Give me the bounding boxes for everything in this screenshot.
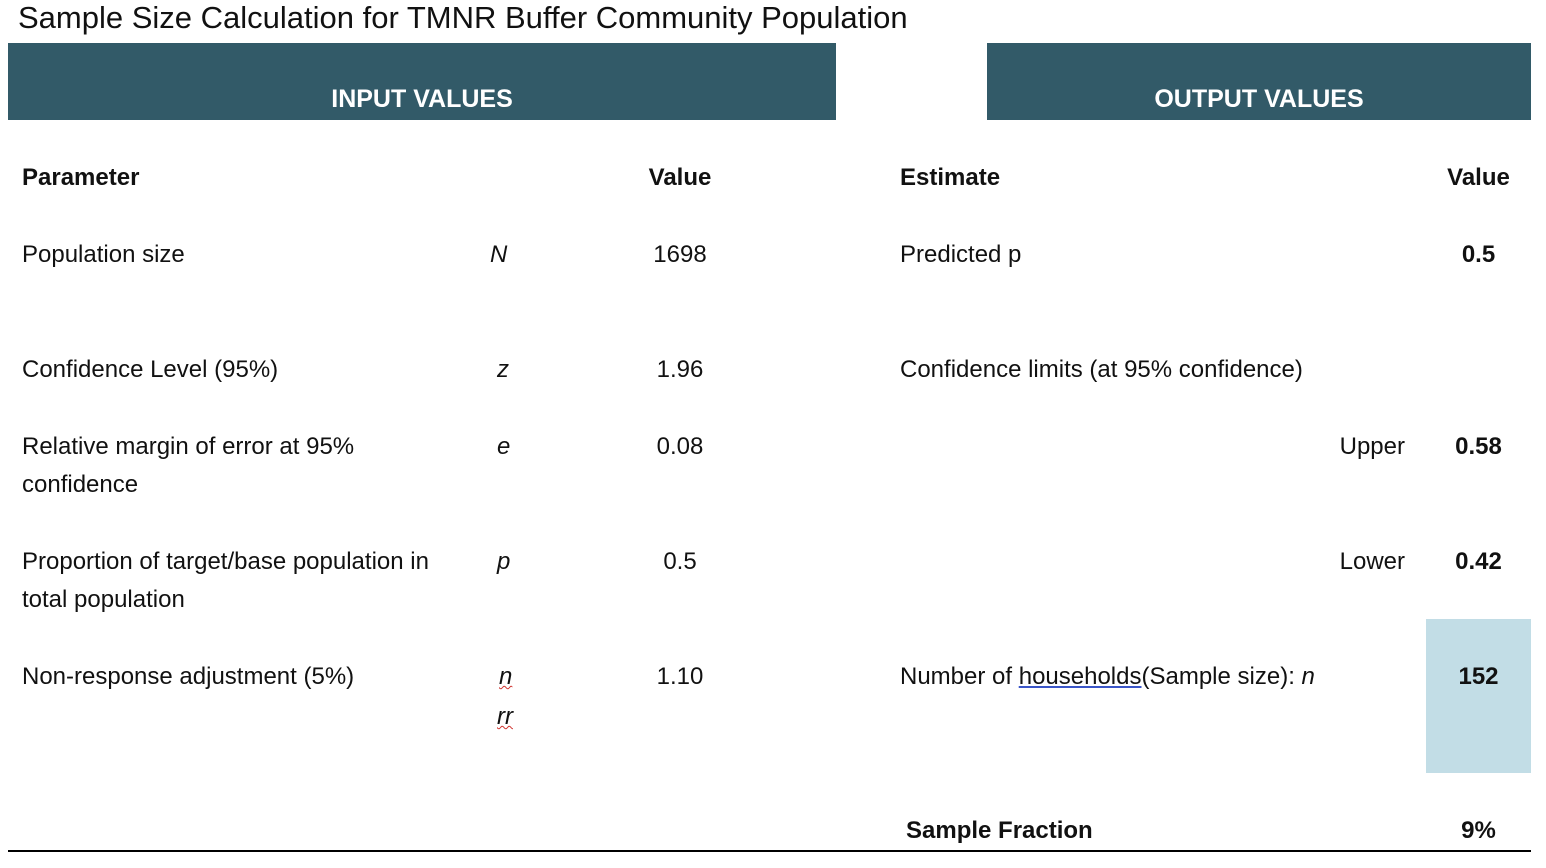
- param-population-size-label: Population size: [22, 241, 185, 268]
- param-margin-of-error-symbol: e: [497, 433, 511, 460]
- households-symbol: n: [1301, 663, 1315, 690]
- param-proportion-label: Proportion of target/base population in …: [22, 548, 429, 613]
- param-population-size-value[interactable]: 1698: [653, 241, 707, 268]
- sample-size-highlight-cell: [1426, 619, 1531, 773]
- param-margin-of-error-label: Relative margin of error at 95% confiden…: [22, 433, 355, 498]
- param-non-response-label: Non-response adjustment (5%): [22, 663, 355, 690]
- input-values-header: INPUT VALUES: [8, 43, 836, 120]
- lower-limit-label: Lower: [1339, 548, 1405, 575]
- input-value-column-header: Value: [648, 164, 712, 191]
- sample-size-value: 152: [1458, 663, 1499, 690]
- lower-limit-value: 0.42: [1455, 548, 1502, 575]
- sample-fraction-label: Sample Fraction: [906, 817, 1093, 844]
- households-prefix: Number of: [900, 663, 1019, 690]
- param-non-response-symbol-line2: rr: [497, 703, 513, 730]
- estimate-column-header: Estimate: [900, 164, 1001, 191]
- param-proportion-value[interactable]: 0.5: [663, 548, 697, 575]
- param-non-response-value[interactable]: 1.10: [656, 663, 704, 690]
- confidence-limits-label: Confidence limits (at 95% confidence): [900, 356, 1303, 383]
- output-values-header: OUTPUT VALUES: [987, 43, 1531, 120]
- households-label: Number of households(Sample size): n: [900, 658, 1315, 696]
- page-title: Sample Size Calculation for TMNR Buffer …: [18, 0, 908, 35]
- param-non-response-symbol-line1: n: [499, 663, 513, 690]
- param-confidence-level-symbol: z: [497, 356, 509, 383]
- predicted-p-value: 0.5: [1461, 241, 1496, 268]
- sample-fraction-value: 9%: [1461, 817, 1496, 844]
- param-confidence-level-value[interactable]: 1.96: [656, 356, 704, 383]
- parameter-column-header: Parameter: [22, 164, 140, 191]
- upper-limit-value: 0.58: [1455, 433, 1502, 460]
- output-value-column-header: Value: [1447, 164, 1510, 191]
- param-margin-of-error-value[interactable]: 0.08: [656, 433, 704, 460]
- upper-limit-label: Upper: [1339, 433, 1405, 460]
- predicted-p-label: Predicted p: [900, 241, 1022, 268]
- param-population-size-symbol: N: [490, 241, 508, 268]
- households-suffix: (Sample size):: [1141, 663, 1302, 690]
- param-confidence-level-label: Confidence Level (95%): [22, 356, 279, 383]
- param-proportion-symbol: p: [497, 548, 511, 575]
- households-link[interactable]: households: [1018, 663, 1142, 690]
- bottom-rule: [8, 850, 1531, 852]
